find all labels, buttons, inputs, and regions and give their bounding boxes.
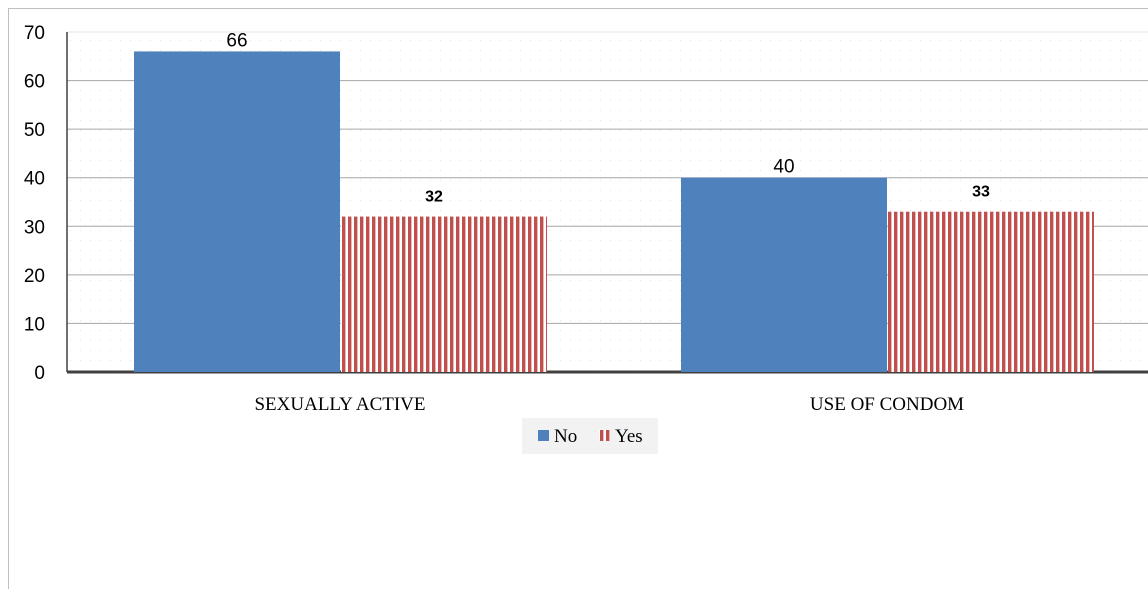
y-tick-label: 50	[24, 120, 45, 141]
bar-no-2	[681, 177, 887, 372]
y-axis: 0 10 20 30 40 50 60 70	[24, 23, 68, 384]
data-labels: 66 32 40 33	[226, 30, 990, 205]
legend-label-yes: Yes	[615, 426, 643, 447]
chart-border	[8, 8, 1148, 589]
y-tick-label: 70	[24, 23, 45, 44]
x-axis: SEXUALLY ACTIVE USE OF CONDOM	[67, 370, 1148, 415]
y-tick-label: 20	[24, 266, 45, 287]
legend-label-no: No	[554, 426, 577, 447]
legend-swatch-no	[538, 430, 549, 441]
y-tick-label: 30	[24, 217, 45, 238]
data-label: 33	[972, 184, 990, 201]
data-label: 32	[425, 189, 443, 206]
y-tick-label: 0	[34, 363, 45, 384]
bar-yes-1	[341, 216, 547, 372]
bar-no-1	[134, 51, 340, 373]
data-label: 40	[773, 157, 794, 178]
y-tick-label: 40	[24, 169, 45, 190]
bars	[134, 51, 1094, 373]
legend-swatch-yes	[599, 430, 610, 441]
x-category-label: USE OF CONDOM	[810, 394, 964, 415]
data-label: 66	[226, 30, 247, 51]
y-tick-label: 10	[24, 314, 45, 335]
y-tick-label: 60	[24, 72, 45, 93]
bar-yes-2	[888, 211, 1094, 372]
x-category-label: SEXUALLY ACTIVE	[254, 394, 425, 415]
legend: No Yes	[522, 418, 658, 454]
